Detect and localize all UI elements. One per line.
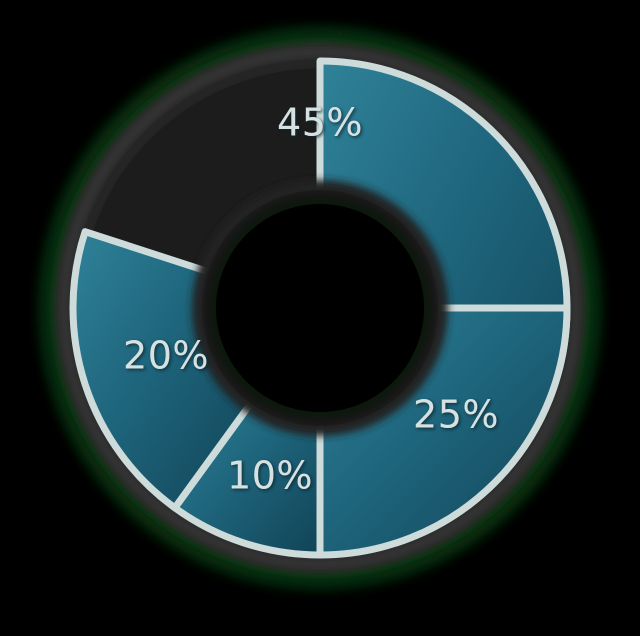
outer-shadow-ring	[55, 43, 585, 573]
slice-percentage-label: 45%	[277, 101, 363, 145]
donut-labels-group: 45% 25% 10% 20%	[123, 101, 499, 498]
slice-percentage-label: 25%	[413, 393, 499, 437]
outer-green-ring	[40, 28, 600, 588]
slice-percentage-label: 10%	[227, 454, 313, 498]
slice-percentage-label: 20%	[123, 334, 209, 378]
donut-slices-group	[69, 57, 571, 559]
donut-hole	[216, 204, 424, 412]
